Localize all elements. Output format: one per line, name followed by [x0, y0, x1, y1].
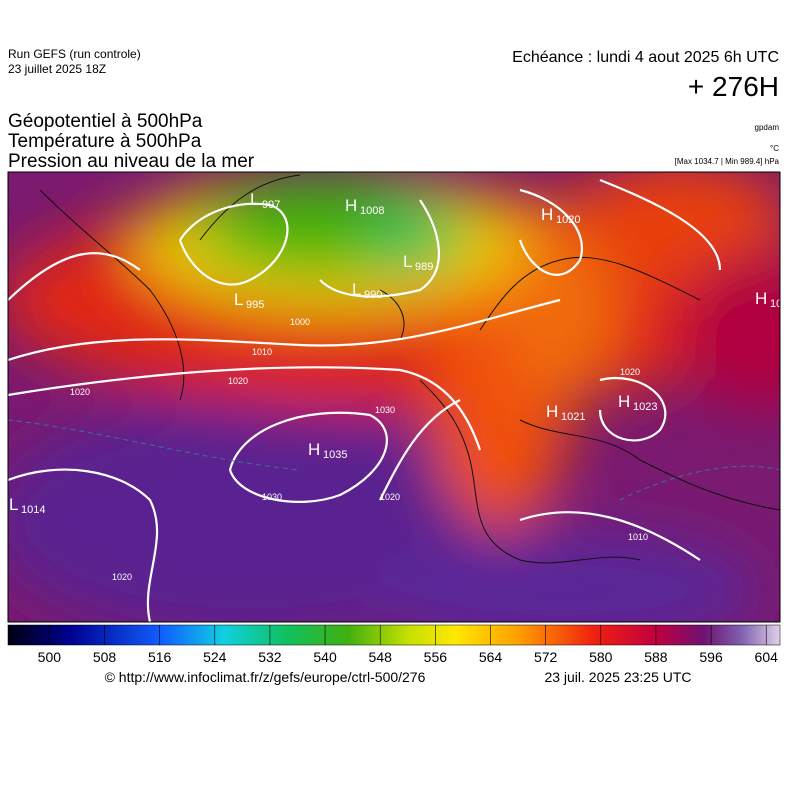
pressure-center-value: 990: [364, 289, 382, 301]
colorbar-tick-label: 588: [644, 649, 668, 665]
colorbar: [7, 624, 781, 646]
isobar-label: 1010: [252, 347, 272, 357]
pressure-center-letter: H: [541, 205, 553, 224]
pressure-center-value: 1023: [633, 401, 657, 413]
pressure-center-letter: L: [352, 280, 361, 299]
colorbar-tick-label: 524: [203, 649, 227, 665]
pressure-center-letter: H: [308, 440, 320, 459]
title-line: Géopotentiel à 500hPa: [8, 111, 203, 132]
isobar-label: 1030: [262, 492, 282, 502]
colorbar-tick-label: 532: [258, 649, 282, 665]
colorbar-tick-label: 604: [755, 649, 779, 665]
pressure-center-letter: H: [546, 402, 558, 421]
isobar-label: 1030: [375, 405, 395, 415]
colorbar-tick-label: 556: [424, 649, 448, 665]
isobar-label: 1020: [228, 376, 248, 386]
colorbar-tick-label: 516: [148, 649, 172, 665]
run-label: Run GEFS (run controle): [8, 47, 141, 61]
colorbar-tick-label: 580: [589, 649, 613, 665]
run-date: 23 juillet 2025 18Z: [8, 62, 106, 76]
lead-time: + 276H: [688, 71, 779, 102]
pressure-center-letter: L: [9, 495, 18, 514]
extremes-label: [Max 1034.7 | Min 989.4] hPa: [675, 157, 780, 166]
pressure-center-value: 1014: [21, 504, 45, 516]
unit-label: gpdam: [755, 123, 780, 132]
map-frame: [7, 171, 781, 623]
pressure-center-value: 1020: [556, 214, 580, 226]
colorbar-tick-label: 548: [369, 649, 393, 665]
isobar-label: 1020: [620, 367, 640, 377]
pressure-center-letter: L: [403, 252, 412, 271]
pressure-center-letter: H: [618, 392, 630, 411]
map: L 997 H 1008 L 989 L 995 L 990 H 1020 H …: [8, 172, 782, 622]
pressure-center-value: 10: [770, 298, 782, 310]
colorbar-tick-label: 596: [699, 649, 723, 665]
isobar-label: 1000: [290, 317, 310, 327]
pressure-center-value: 1021: [561, 411, 585, 423]
isobar-label: 1020: [112, 572, 132, 582]
pressure-center-letter: L: [250, 190, 259, 209]
colorbar-tick-label: 572: [534, 649, 558, 665]
colorbar-tick-label: 508: [93, 649, 117, 665]
pressure-center-value: 1035: [323, 449, 347, 461]
isobar-label: 1020: [380, 492, 400, 502]
colorbar-tick-label: 500: [38, 649, 62, 665]
colorbar-ticks: 500 508 516 524 532 540 548 556 564 572 580 588 596 6…: [38, 625, 778, 665]
pressure-center-value: 997: [262, 199, 280, 211]
pressure-center-value: 1008: [360, 205, 384, 217]
title-line: Pression au niveau de la mer: [8, 151, 255, 172]
pressure-center-letter: H: [345, 196, 357, 215]
title-line: Température à 500hPa: [8, 131, 202, 152]
pressure-center-letter: H: [755, 289, 767, 308]
isobar-label: 1010: [628, 532, 648, 542]
valid-time: Echéance : lundi 4 aout 2025 6h UTC: [512, 49, 779, 66]
generated-time: 23 juil. 2025 23:25 UTC: [544, 669, 691, 685]
pressure-center-value: 995: [246, 299, 264, 311]
isobar-label: 1020: [70, 387, 90, 397]
unit-label: °C: [770, 144, 779, 153]
colorbar-tick-label: 564: [479, 649, 503, 665]
source-url: © http://www.infoclimat.fr/z/gefs/europe…: [105, 669, 426, 685]
colorbar-tick-label: 540: [313, 649, 337, 665]
pressure-center-value: 989: [415, 261, 433, 273]
pressure-center-letter: L: [234, 290, 243, 309]
